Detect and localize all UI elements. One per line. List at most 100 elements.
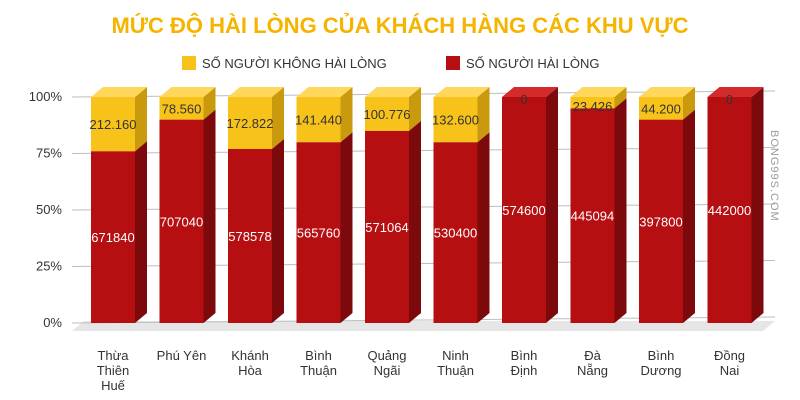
legend-swatch <box>446 56 460 70</box>
bar-satisfied-front <box>433 142 478 323</box>
bar-unsatisfied <box>296 87 353 143</box>
y-tick-label: 75% <box>36 146 62 161</box>
data-label-unsatisfied: 0 <box>520 92 527 107</box>
bar-unsatisfied-front <box>296 97 341 143</box>
bar-unsatisfied-top <box>159 87 216 97</box>
bar-unsatisfied-side <box>272 87 284 149</box>
x-category-label: Đà Nẵng <box>577 348 608 378</box>
bar-unsatisfied-top <box>296 87 353 97</box>
x-category-line: Thuận <box>300 363 337 378</box>
data-label-satisfied: 565760 <box>297 226 340 241</box>
data-label-satisfied: 671840 <box>91 230 134 245</box>
data-label-satisfied: 442000 <box>708 203 751 218</box>
data-label-unsatisfied: 78.560 <box>162 101 202 116</box>
bar-unsatisfied-front <box>433 97 478 143</box>
x-category-line: Huế <box>101 378 126 393</box>
data-label-unsatisfied: 0 <box>726 92 733 107</box>
bar-satisfied-top <box>707 87 764 97</box>
bar-satisfied <box>296 132 353 323</box>
data-label-satisfied: 530400 <box>434 226 477 241</box>
bar-satisfied-side <box>546 87 558 323</box>
bar-unsatisfied <box>639 87 695 120</box>
bar-satisfied-side <box>614 98 627 323</box>
bar-unsatisfied <box>570 87 627 109</box>
chart-title: MỨC ĐỘ HÀI LÒNG CỦA KHÁCH HÀNG CÁC KHU V… <box>111 13 688 38</box>
bar-unsatisfied-front <box>159 97 204 120</box>
watermark-text: BONG99S.COM <box>768 130 780 222</box>
bar-unsatisfied <box>159 87 216 120</box>
bar-satisfied-side <box>203 109 216 323</box>
bar-unsatisfied-top <box>639 87 695 97</box>
x-category-label: Bình Định <box>511 348 538 378</box>
data-label-unsatisfied: 132.600 <box>432 113 479 128</box>
bar-satisfied-front <box>228 148 272 323</box>
x-category-label: Bình Thuận <box>300 348 337 378</box>
bar-satisfied-side <box>751 87 764 323</box>
data-label-satisfied: 707040 <box>160 214 203 229</box>
bar-satisfied-front <box>296 142 341 323</box>
bar-satisfied-front <box>570 108 615 323</box>
bar-unsatisfied-side <box>614 87 627 109</box>
bar-unsatisfied-front <box>91 97 135 152</box>
x-category-line: Nai <box>720 363 740 378</box>
x-category-label: Đồng Nai <box>714 348 745 378</box>
legend: SỐ NGƯỜI KHÔNG HÀI LÒNG SỐ NGƯỜI HÀI LÒNG <box>182 56 600 71</box>
data-label-unsatisfied: 100.776 <box>364 107 411 122</box>
data-label-satisfied: 397800 <box>639 214 682 229</box>
x-category-line: Bình <box>511 348 538 363</box>
bar-unsatisfied <box>228 87 284 149</box>
y-tick-label: 25% <box>36 259 62 274</box>
bar-satisfied-side <box>477 132 490 323</box>
data-label-unsatisfied: 44.200 <box>641 101 681 116</box>
bar-satisfied-front <box>91 151 135 323</box>
bar-satisfied <box>707 87 764 323</box>
x-category-line: Ngãi <box>374 363 401 378</box>
bar-satisfied-side <box>272 138 284 323</box>
x-category-line: Dương <box>640 363 681 378</box>
bar-unsatisfied <box>365 87 421 131</box>
bar-unsatisfied-front <box>365 97 409 131</box>
x-category-label: Ninh Thuận <box>437 348 474 378</box>
x-category-line: Khánh <box>231 348 269 363</box>
bar-satisfied-front <box>365 130 409 323</box>
bar-unsatisfied-top <box>570 87 627 97</box>
x-category-line: Thiên <box>97 363 130 378</box>
bar-satisfied-front <box>159 119 204 323</box>
bar-unsatisfied-top <box>228 87 284 97</box>
x-category-label: Quảng Ngãi <box>367 348 406 378</box>
data-label-satisfied: 571064 <box>365 220 408 235</box>
bar-unsatisfied-front <box>639 97 683 120</box>
x-category-label: Thừa Thiên Huế <box>97 348 130 393</box>
bar-unsatisfied-front <box>228 97 272 149</box>
data-label-unsatisfied: 23.426 <box>573 99 613 114</box>
data-label-unsatisfied: 141.440 <box>295 113 342 128</box>
bar-unsatisfied-front <box>570 97 615 109</box>
bar-satisfied-front <box>707 97 752 323</box>
x-category-line: Bình <box>305 348 332 363</box>
bar-unsatisfied-top <box>433 87 490 97</box>
bar-satisfied-side <box>683 109 695 323</box>
bars: 671840 212.160 707040 78.560 578578 172.822 56… <box>90 87 764 324</box>
x-category-line: Nẵng <box>577 363 608 378</box>
bar-satisfied-front <box>502 97 546 323</box>
bar-satisfied-side <box>409 120 421 324</box>
data-label-unsatisfied: 212.160 <box>90 117 137 132</box>
x-category-line: Đà <box>584 348 601 363</box>
y-tick-label: 0% <box>43 315 62 330</box>
bar-unsatisfied-top <box>365 87 421 97</box>
data-label-satisfied: 445094 <box>571 209 614 224</box>
chart-floor <box>72 321 775 331</box>
y-tick-label: 50% <box>36 202 62 217</box>
x-category-line: Ninh <box>442 348 469 363</box>
bar-unsatisfied-top <box>91 87 147 97</box>
x-category-label: Bình Dương <box>640 348 681 378</box>
x-category-label: Phú Yên <box>157 348 207 363</box>
data-label-unsatisfied: 172.822 <box>227 116 274 131</box>
x-category-line: Hòa <box>238 363 263 378</box>
y-tick-label: 100% <box>29 89 63 104</box>
legend-swatch <box>182 56 196 70</box>
bar-satisfied-side <box>340 132 353 323</box>
bar-satisfied-front <box>639 119 683 323</box>
bar-unsatisfied-side <box>477 87 490 143</box>
